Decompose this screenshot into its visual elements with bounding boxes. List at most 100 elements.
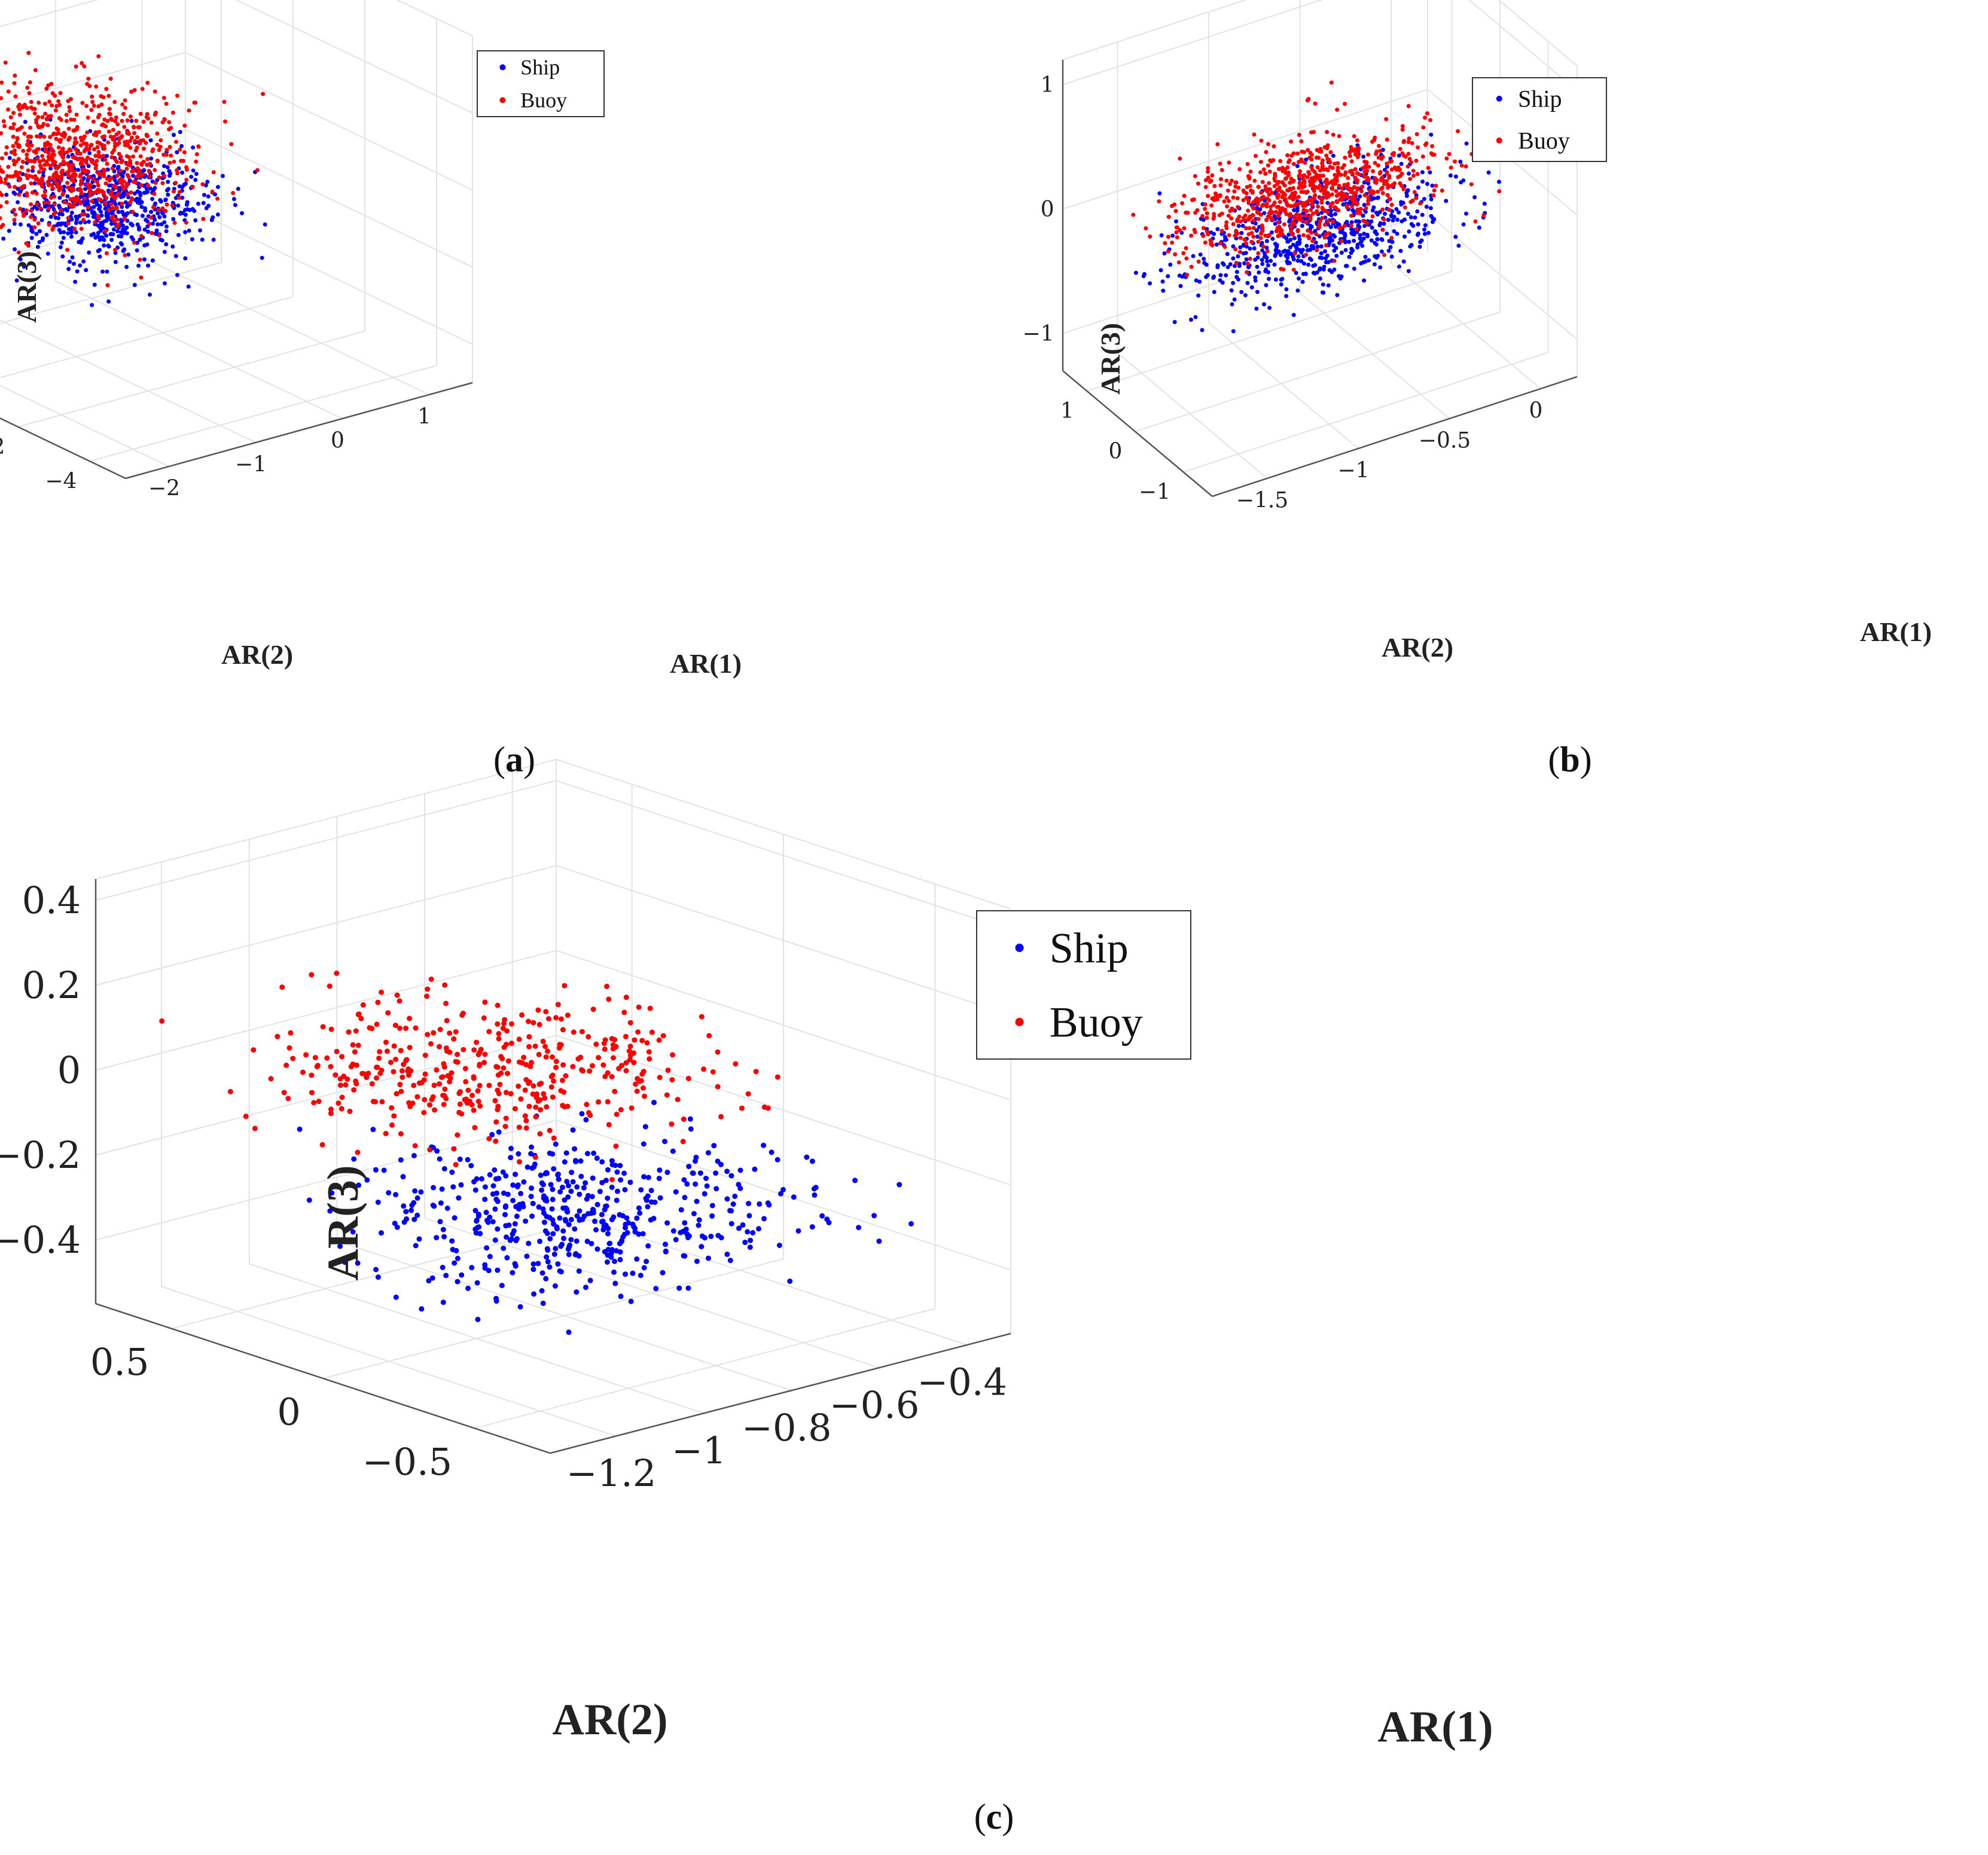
data-point [483, 1209, 489, 1215]
data-point [539, 1187, 545, 1193]
data-point [1248, 246, 1252, 251]
data-point [42, 205, 47, 209]
data-point [370, 1127, 376, 1133]
data-point [96, 104, 101, 109]
data-point [1306, 263, 1311, 267]
data-point [1420, 179, 1425, 184]
data-point [512, 1106, 518, 1112]
data-point [1299, 157, 1304, 162]
data-point [158, 138, 163, 143]
data-point [13, 185, 17, 190]
data-point [556, 1176, 562, 1182]
data-point [4, 145, 9, 150]
data-point [1284, 287, 1289, 292]
data-point [536, 1204, 542, 1210]
data-point [1336, 208, 1341, 213]
data-point [634, 1256, 640, 1262]
data-point [1350, 204, 1355, 209]
data-point [1219, 231, 1224, 236]
data-point [181, 158, 185, 163]
data-point [1362, 278, 1367, 283]
data-point [1356, 219, 1361, 224]
data-point [1336, 161, 1340, 166]
data-point [434, 1148, 440, 1154]
data-point [141, 160, 146, 164]
data-point [586, 1034, 591, 1040]
data-point [97, 206, 102, 211]
data-point [562, 983, 568, 988]
data-point [146, 116, 151, 121]
data-point [360, 1002, 366, 1008]
data-point [1175, 235, 1179, 240]
data-point [1415, 172, 1420, 176]
data-point [140, 87, 145, 91]
data-point [82, 64, 87, 69]
data-point [167, 169, 172, 173]
data-point [1206, 169, 1211, 174]
data-point [1288, 237, 1293, 242]
data-point [89, 233, 94, 237]
data-point [1245, 270, 1249, 274]
data-point [1244, 241, 1248, 246]
data-point [1324, 243, 1328, 248]
data-point [601, 1041, 607, 1047]
data-point [260, 255, 264, 260]
data-point [1469, 182, 1474, 187]
data-point [483, 1184, 488, 1190]
data-point [1352, 239, 1356, 243]
data-point [124, 184, 129, 189]
data-point [97, 248, 102, 252]
data-point [113, 248, 117, 252]
data-point [79, 227, 84, 231]
data-point [125, 131, 130, 136]
data-point [85, 81, 90, 86]
data-point [32, 181, 37, 186]
data-point [560, 1185, 565, 1190]
data-point [107, 178, 112, 183]
data-point [1419, 238, 1424, 243]
data-point [644, 1040, 650, 1046]
data-point [441, 1061, 447, 1067]
data-point [609, 1217, 615, 1222]
data-point [1418, 201, 1423, 206]
data-point [1343, 102, 1347, 106]
data-point [670, 1148, 676, 1154]
data-point [1301, 208, 1306, 212]
data-point [45, 123, 50, 127]
data-point [93, 154, 98, 158]
data-point [693, 1154, 699, 1160]
data-point [600, 1218, 606, 1224]
data-point [552, 1283, 558, 1289]
data-point [86, 175, 91, 179]
data-point [1231, 329, 1236, 334]
data-point [623, 1060, 629, 1066]
data-point [1196, 293, 1201, 298]
data-point [1279, 190, 1284, 194]
data-point [203, 183, 208, 188]
data-point [1394, 207, 1399, 212]
data-point [1205, 229, 1209, 234]
data-point [581, 1185, 587, 1191]
data-point [612, 1280, 618, 1286]
data-point [584, 1102, 590, 1107]
data-point [1166, 215, 1171, 219]
data-point [589, 1194, 595, 1200]
data-point [1374, 178, 1379, 182]
data-point [200, 237, 205, 242]
y-axis-line [0, 417, 126, 480]
data-point [1343, 170, 1348, 175]
data-point [1258, 160, 1263, 164]
data-point [268, 1076, 274, 1082]
data-point [1206, 166, 1211, 170]
data-point [113, 158, 118, 162]
data-point [1344, 205, 1349, 209]
data-point [375, 1200, 381, 1205]
data-point [213, 192, 218, 197]
data-point [1328, 164, 1333, 169]
data-point [1346, 182, 1350, 187]
data-point [444, 1048, 450, 1054]
z-tick-label: 0.2 [22, 963, 81, 1007]
data-point [68, 197, 73, 202]
data-point [144, 190, 149, 195]
data-point [516, 1151, 522, 1157]
